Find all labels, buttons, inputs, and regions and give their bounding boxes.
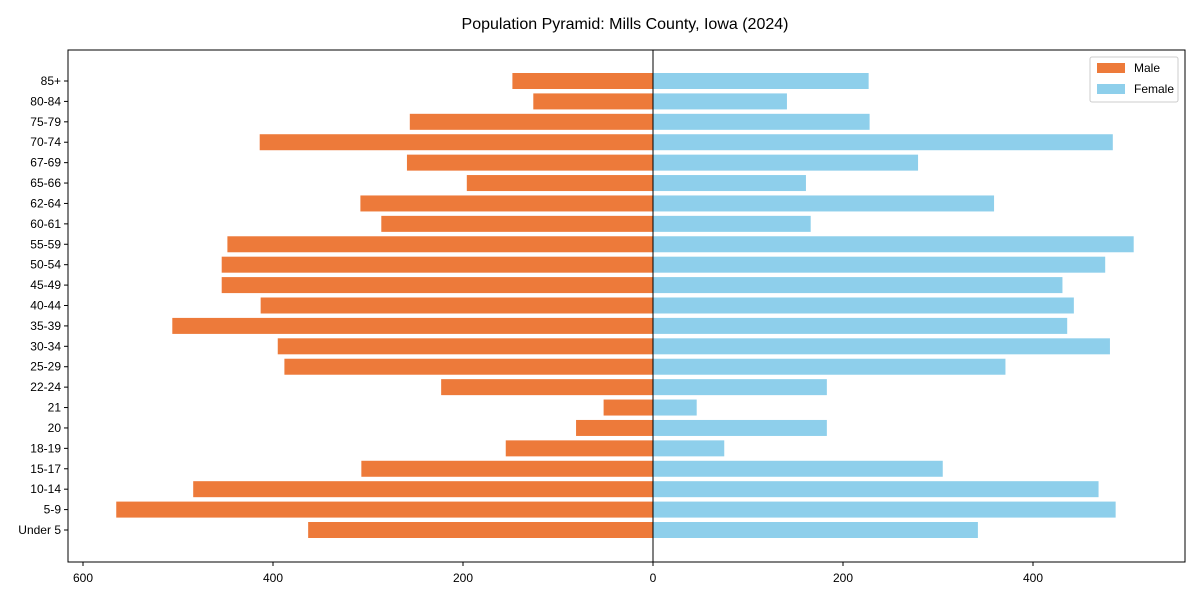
y-tick-label: 40-44 bbox=[30, 299, 61, 313]
bar-male-20 bbox=[576, 419, 653, 436]
bar-female-18-19 bbox=[653, 440, 725, 457]
bar-male-22-24 bbox=[441, 379, 653, 396]
legend-label-female: Female bbox=[1134, 82, 1174, 96]
y-tick-label: 75-79 bbox=[30, 115, 61, 129]
plot-frame bbox=[67, 49, 1186, 563]
bar-male-25-29 bbox=[284, 358, 653, 375]
bar-male-10-14 bbox=[193, 481, 653, 498]
bar-male-67-69 bbox=[406, 154, 653, 171]
y-tick-label: 65-66 bbox=[30, 176, 61, 190]
bar-female-75-79 bbox=[653, 113, 870, 130]
bar-female-67-69 bbox=[653, 154, 919, 171]
y-tick-label: 20 bbox=[48, 421, 62, 435]
bar-female-65-66 bbox=[653, 175, 806, 192]
bar-female-10-14 bbox=[653, 481, 1099, 498]
bar-female-20 bbox=[653, 419, 827, 436]
y-tick-label: 21 bbox=[48, 401, 62, 415]
bar-female-40-44 bbox=[653, 297, 1074, 314]
bar-male-80-84 bbox=[533, 93, 653, 110]
bar-male-45-49 bbox=[221, 277, 653, 294]
bar-female-22-24 bbox=[653, 379, 827, 396]
x-tick-label: 600 bbox=[73, 571, 93, 585]
bar-female-25-29 bbox=[653, 358, 1006, 375]
x-tick-label: 0 bbox=[650, 571, 657, 585]
bar-female-55-59 bbox=[653, 236, 1134, 253]
y-tick-label: 50-54 bbox=[30, 258, 61, 272]
x-tick-label: 200 bbox=[833, 571, 853, 585]
y-tick-label: 15-17 bbox=[30, 462, 61, 476]
bar-female-85+ bbox=[653, 73, 869, 89]
bar-male-15-17 bbox=[361, 460, 653, 477]
bar-male-21 bbox=[603, 399, 653, 416]
x-tick-label: 400 bbox=[1023, 571, 1043, 585]
bar-female-21 bbox=[653, 399, 697, 416]
bar-female-30-34 bbox=[653, 338, 1110, 355]
bar-male-62-64 bbox=[360, 195, 653, 212]
bar-male-40-44 bbox=[260, 297, 653, 314]
bar-male-18-19 bbox=[505, 440, 653, 457]
bar-male-85+ bbox=[512, 73, 653, 89]
x-tick-label: 200 bbox=[453, 571, 473, 585]
y-tick-label: 85+ bbox=[41, 74, 61, 88]
y-tick-label: 55-59 bbox=[30, 237, 61, 251]
bar-male-50-54 bbox=[221, 256, 653, 273]
bar-female-80-84 bbox=[653, 93, 787, 110]
bar-male-5-9 bbox=[116, 501, 653, 518]
bar-female-15-17 bbox=[653, 460, 943, 477]
legend-swatch-male bbox=[1097, 63, 1125, 73]
bar-male-30-34 bbox=[277, 338, 653, 355]
y-tick-label: 25-29 bbox=[30, 360, 61, 374]
bar-female-62-64 bbox=[653, 195, 995, 212]
y-tick-label: 45-49 bbox=[30, 278, 61, 292]
y-tick-label: 62-64 bbox=[30, 196, 61, 210]
y-tick-label: 10-14 bbox=[30, 482, 61, 496]
legend: Male Female bbox=[1089, 56, 1179, 103]
y-tick-label: 35-39 bbox=[30, 319, 61, 333]
legend-swatch-female bbox=[1097, 84, 1125, 94]
y-tick-label: 30-34 bbox=[30, 339, 61, 353]
bar-female-45-49 bbox=[653, 277, 1063, 294]
y-tick-label: 70-74 bbox=[30, 135, 61, 149]
legend-label-male: Male bbox=[1134, 61, 1160, 75]
x-tick-label: 400 bbox=[263, 571, 283, 585]
y-tick-label: 22-24 bbox=[30, 380, 61, 394]
y-tick-label: 80-84 bbox=[30, 94, 61, 108]
y-tick-label: 60-61 bbox=[30, 217, 61, 231]
bar-male-Under 5 bbox=[308, 522, 653, 538]
y-tick-label: 18-19 bbox=[30, 441, 61, 455]
bar-female-50-54 bbox=[653, 256, 1106, 273]
bar-female-Under 5 bbox=[653, 522, 978, 538]
bar-female-70-74 bbox=[653, 134, 1113, 151]
bar-male-35-39 bbox=[172, 317, 654, 334]
bar-male-70-74 bbox=[259, 134, 653, 151]
bar-female-35-39 bbox=[653, 317, 1068, 334]
bar-male-65-66 bbox=[466, 175, 653, 192]
y-tick-label: Under 5 bbox=[18, 523, 61, 537]
chart-title: Population Pyramid: Mills County, Iowa (… bbox=[462, 16, 789, 33]
bar-male-55-59 bbox=[227, 236, 653, 253]
y-tick-label: 67-69 bbox=[30, 156, 61, 170]
bar-male-75-79 bbox=[409, 113, 653, 130]
y-tick-label: 5-9 bbox=[44, 503, 62, 517]
bar-female-5-9 bbox=[653, 501, 1116, 518]
bar-female-60-61 bbox=[653, 215, 811, 232]
bar-male-60-61 bbox=[381, 215, 653, 232]
